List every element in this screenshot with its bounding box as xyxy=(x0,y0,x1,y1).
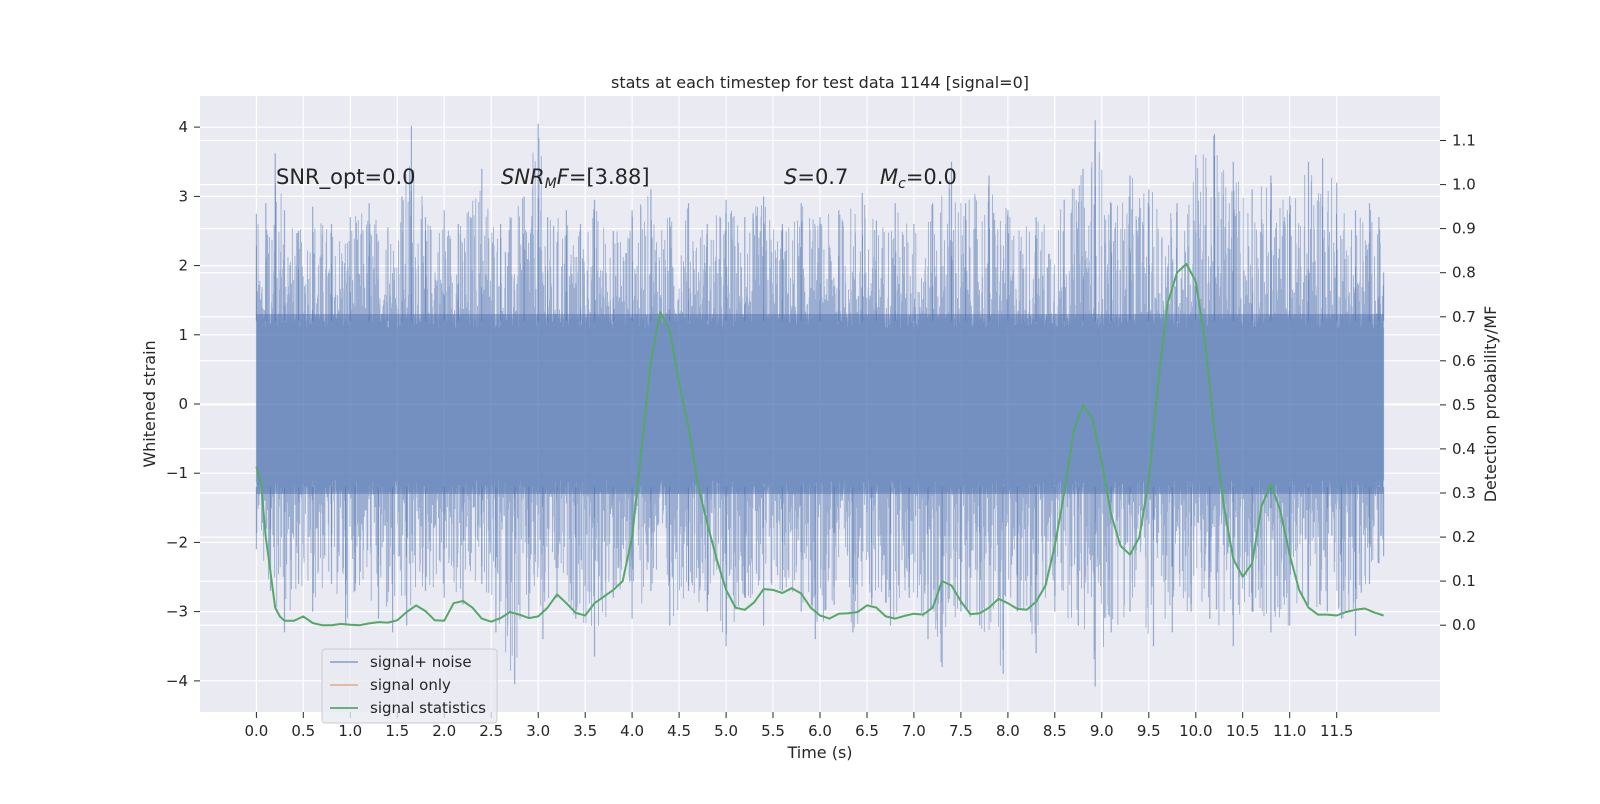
y-right-tick-label: 0.8 xyxy=(1452,264,1476,282)
y-right-tick-label: 1.1 xyxy=(1452,132,1476,150)
x-tick-label: 10.0 xyxy=(1179,722,1212,740)
annotation-s: S=0.7 xyxy=(784,165,848,189)
chart-title: stats at each timestep for test data 114… xyxy=(611,73,1029,92)
annotation-mc-value: =0.0 xyxy=(906,165,957,189)
y-left-tick-label: 4 xyxy=(178,118,188,136)
x-tick-label: 7.5 xyxy=(949,722,973,740)
x-tick-label: 2.0 xyxy=(432,722,456,740)
legend-label-signal-noise: signal+ noise xyxy=(370,653,472,671)
annotation-snr-mf: SNRMF=[3.88] xyxy=(501,165,650,192)
annotation-mc-sub: c xyxy=(898,176,906,192)
x-tick-label: 1.0 xyxy=(338,722,362,740)
y-right-tick-label: 0.7 xyxy=(1452,308,1476,326)
strain-peak-spikes xyxy=(255,120,1385,687)
legend-frame xyxy=(321,648,498,724)
y-left-tick-label: 1 xyxy=(178,326,188,344)
x-tick-label: 8.0 xyxy=(996,722,1020,740)
legend-label-signal-statistics: signal statistics xyxy=(370,699,486,717)
strain-trace xyxy=(255,135,1385,671)
x-tick-label: 5.0 xyxy=(714,722,738,740)
x-tick-label: 9.0 xyxy=(1090,722,1114,740)
annotation-mc: Mc=0.0 xyxy=(880,165,957,192)
y-right-tick-label: 0.1 xyxy=(1452,572,1476,590)
y-left-tick-label: −1 xyxy=(166,464,188,482)
y-right-tick-label: 0.6 xyxy=(1452,352,1476,370)
annotation-snr-opt: SNR_opt=0.0 xyxy=(276,165,416,190)
y-left-axis-label: Whitened strain xyxy=(140,340,159,467)
annotation-mc-name: M xyxy=(880,165,898,189)
y-right-tick-label: 1.0 xyxy=(1452,176,1476,194)
x-tick-label: 1.5 xyxy=(385,722,409,740)
stat-layer xyxy=(255,262,1384,627)
x-tick-label: 11.5 xyxy=(1320,722,1353,740)
x-tick-label: 0.5 xyxy=(291,722,315,740)
annotation-s-name: S xyxy=(784,165,797,189)
x-axis-label: Time (s) xyxy=(786,743,852,762)
y-left-tick-label: −2 xyxy=(166,533,188,551)
strain-layer xyxy=(255,120,1385,687)
y-left-tick-label: −4 xyxy=(166,672,188,690)
legend-label-signal-only: signal only xyxy=(370,676,451,694)
y-right-tick-label: 0.2 xyxy=(1452,528,1476,546)
x-tick-label: 0.0 xyxy=(244,722,268,740)
annotation-snr-mf-name: SNR xyxy=(501,165,545,189)
annotation-snr-mf-italic: F xyxy=(557,165,570,189)
x-tick-label: 9.5 xyxy=(1137,722,1161,740)
x-tick-label: 11.0 xyxy=(1273,722,1306,740)
x-tick-label: 4.0 xyxy=(620,722,644,740)
y-right-axis-label: Detection probability/MF xyxy=(1481,306,1500,503)
y-left-tick-label: 3 xyxy=(178,187,188,205)
y-left-tick-label: 2 xyxy=(178,257,188,275)
legend: signal+ noise signal only signal statist… xyxy=(321,648,498,724)
y-right-tick-label: 0.3 xyxy=(1452,484,1476,502)
x-tick-label: 3.5 xyxy=(573,722,597,740)
x-tick-label: 5.5 xyxy=(761,722,785,740)
annotation-snr-mf-value: =[3.88] xyxy=(569,165,650,189)
y-left-tick-label: 0 xyxy=(178,395,188,413)
annotations: SNR_opt=0.0 SNRMF=[3.88] S=0.7 Mc=0.0 xyxy=(276,165,957,192)
y-left-tick-label: −3 xyxy=(166,603,188,621)
x-tick-label: 2.5 xyxy=(479,722,503,740)
x-tick-label: 3.0 xyxy=(526,722,550,740)
y-right-tick-label: 0.0 xyxy=(1452,616,1476,634)
ticks: 0.0 0.5 1.0 1.5 2.0 2.5 3.0 3.5 4.0 4.5 5.0 5.5 6.0 6… xyxy=(166,118,1476,740)
y-right-tick-label: 0.5 xyxy=(1452,396,1476,414)
y-right-tick-label: 0.4 xyxy=(1452,440,1476,458)
x-tick-label: 6.0 xyxy=(808,722,832,740)
annotation-snr-mf-sub: M xyxy=(545,176,557,192)
x-tick-label: 7.0 xyxy=(902,722,926,740)
x-tick-label: 10.5 xyxy=(1226,722,1259,740)
x-tick-label: 4.5 xyxy=(667,722,691,740)
annotation-s-value: =0.7 xyxy=(797,165,848,189)
signal-statistics-line xyxy=(255,262,1384,627)
x-tick-label: 8.5 xyxy=(1043,722,1067,740)
y-right-tick-label: 0.9 xyxy=(1452,220,1476,238)
x-tick-label: 6.5 xyxy=(855,722,879,740)
